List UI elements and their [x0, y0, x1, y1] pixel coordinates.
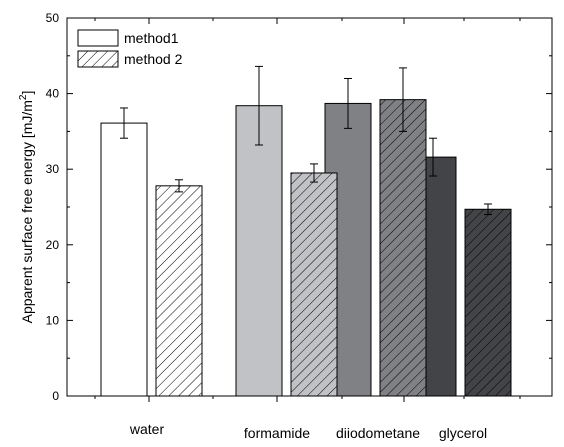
y-axis-title-text: Apparent surface free energy [mJ/m: [19, 100, 35, 323]
y-axis-title-suffix: ]: [19, 91, 35, 95]
y-tick-label: 10: [46, 313, 60, 327]
y-tick-label: 40: [46, 87, 60, 101]
y-axis-title-superscript: 2: [18, 94, 29, 100]
legend-label-2: method 2: [124, 51, 183, 67]
y-tick-label: 20: [46, 238, 60, 252]
bar-formamide-1: [235, 105, 283, 397]
legend-swatch-2: [77, 50, 119, 68]
y-tick-label: 50: [46, 11, 60, 25]
error-bars-layer: [120, 65, 492, 216]
bar-diiodometane-2: [379, 99, 427, 397]
y-axis-title: Apparent surface free energy [mJ/m2]: [18, 91, 35, 324]
bars-layer: [100, 99, 512, 397]
bar-formamide-2: [290, 172, 338, 397]
bar-water-2: [155, 185, 203, 397]
legend-swatch-1: [77, 29, 119, 47]
category-label-formamide: formamide: [244, 425, 310, 441]
category-label-water: water: [129, 421, 165, 437]
bar-water-1: [100, 122, 148, 397]
y-tick-label: 30: [46, 162, 60, 176]
category-label-glycerol: glycerol: [439, 425, 487, 441]
legend-label-1: method1: [124, 30, 179, 46]
legend: method1 method 2: [77, 29, 183, 68]
axes-layer: 0 10 20 30 40 50 water formamide diiodometane gly…: [46, 11, 553, 441]
category-label-diiodometane: diiodometane: [336, 425, 420, 441]
bar-glycerol-2: [464, 208, 512, 397]
y-tick-label: 0: [52, 389, 59, 403]
